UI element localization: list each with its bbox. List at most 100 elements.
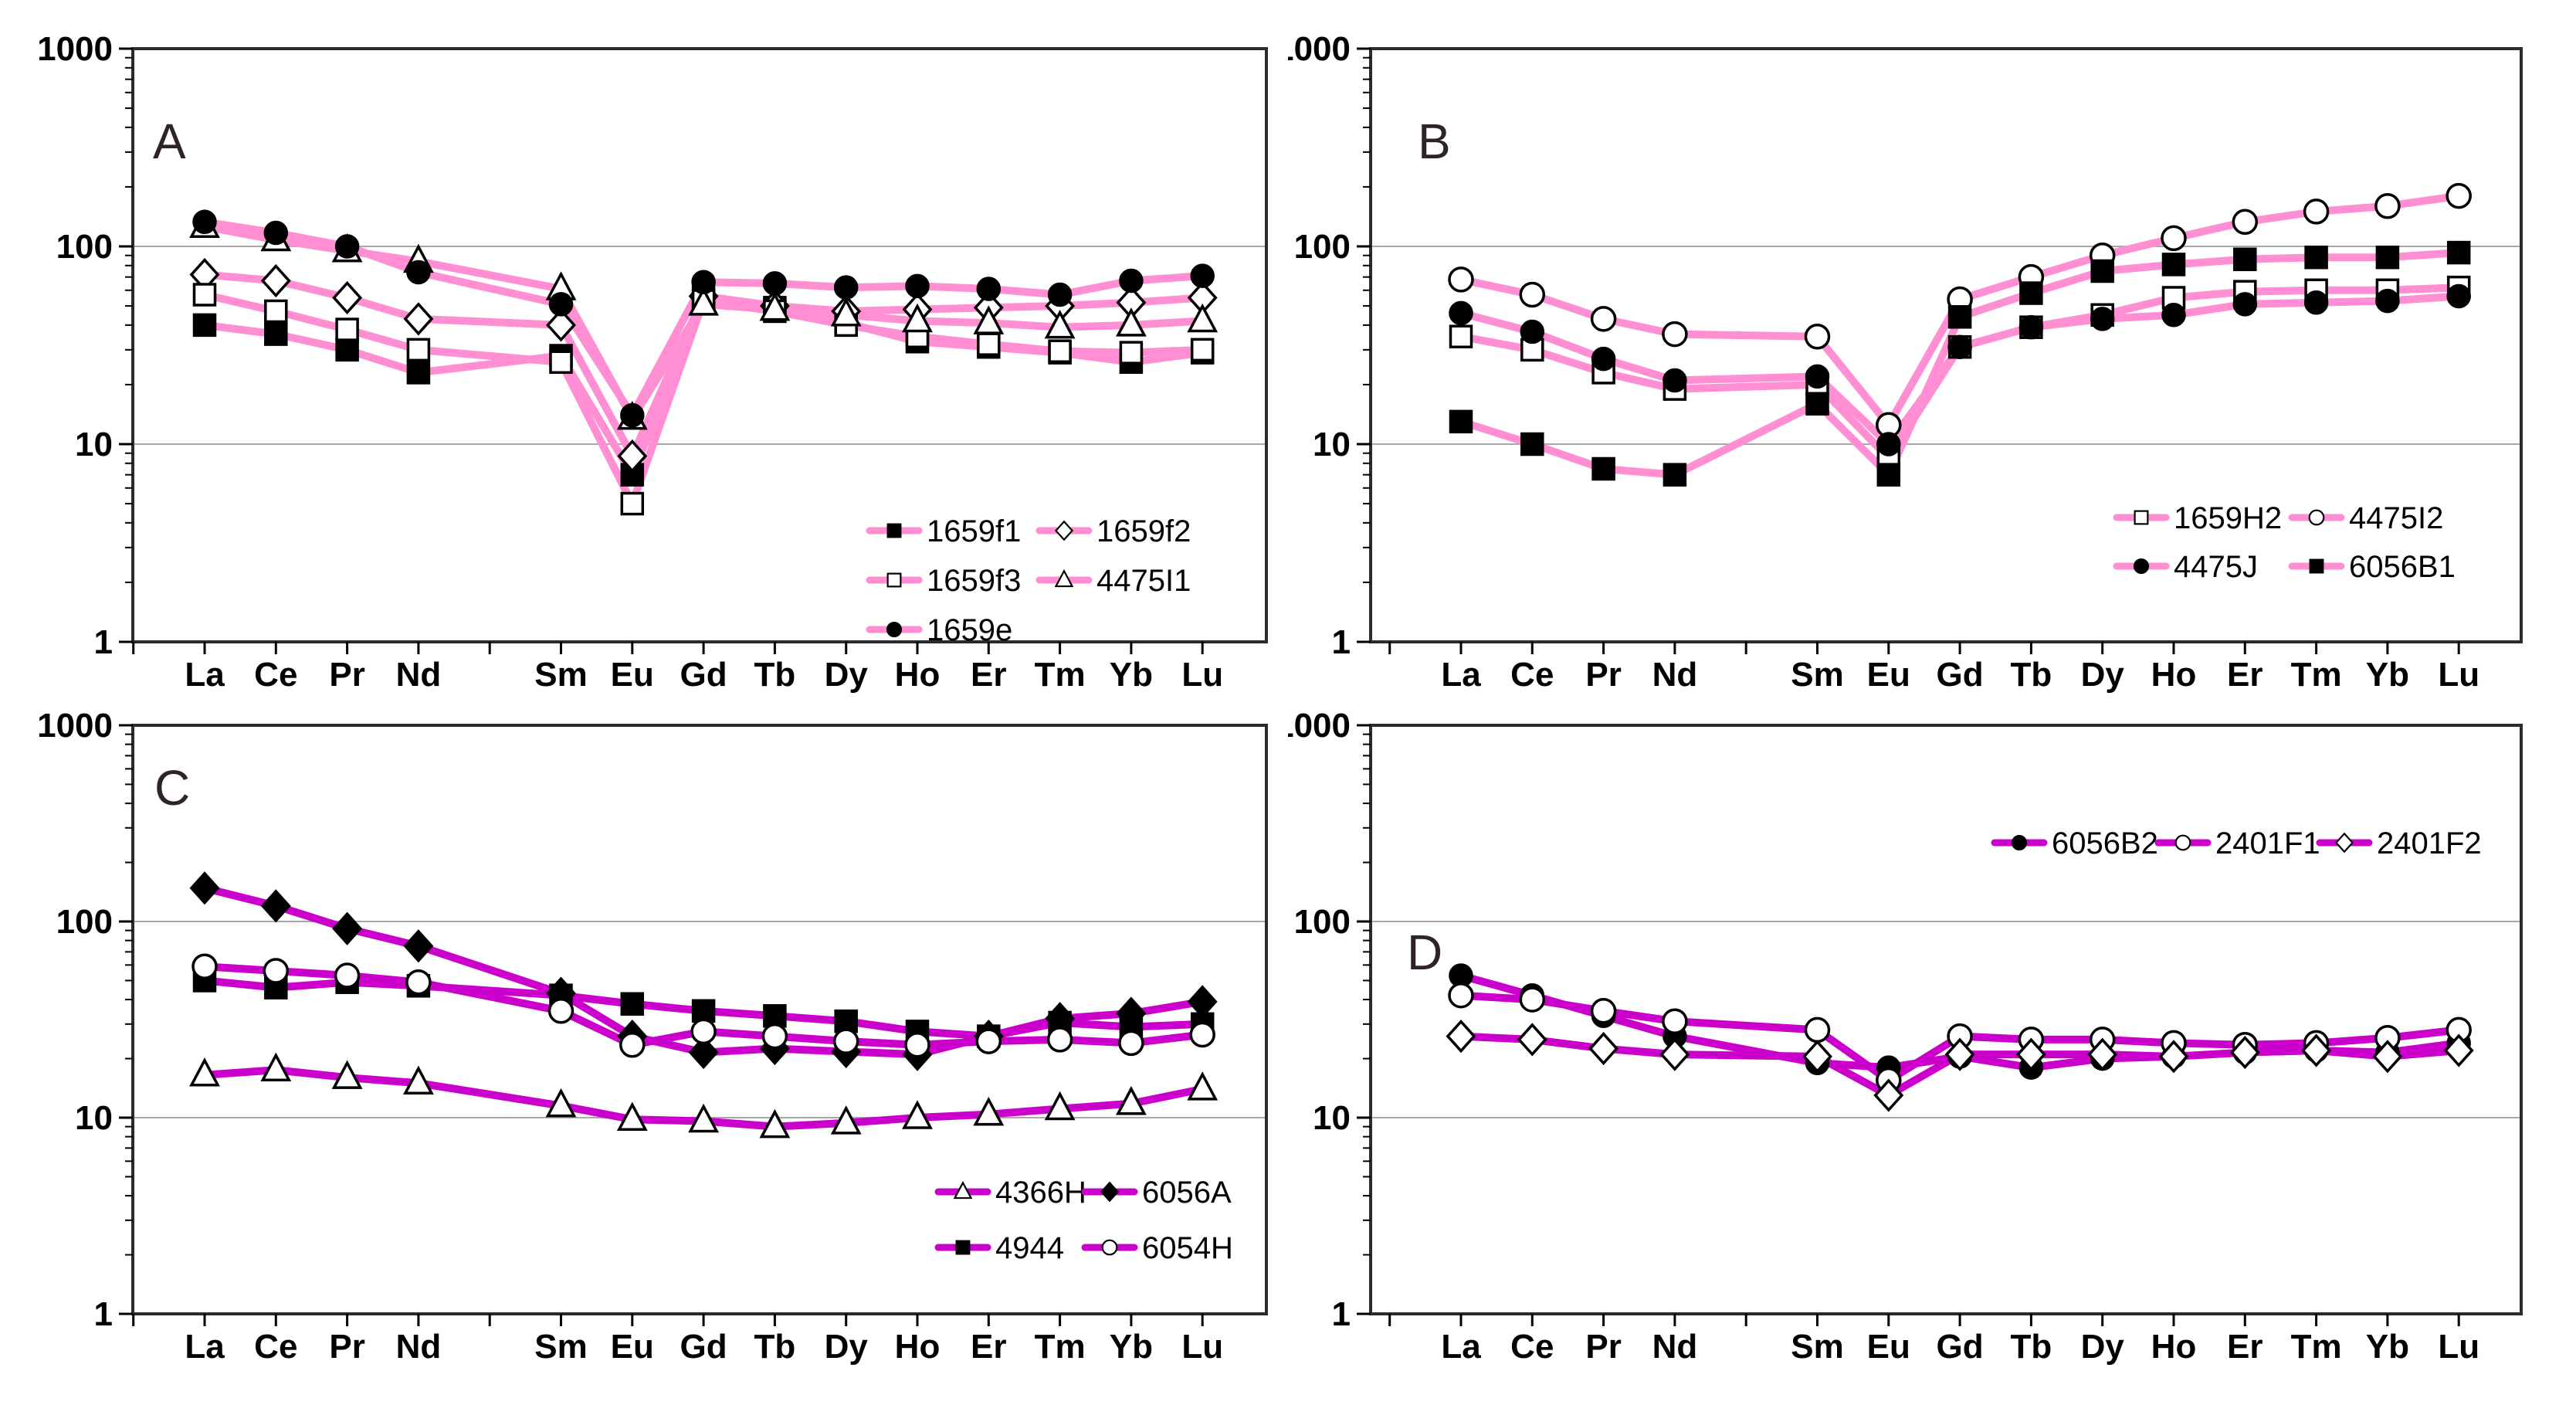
marker-filled-circle <box>1663 368 1687 393</box>
legend-label: 1659f3 <box>927 564 1021 598</box>
marker-open-square <box>335 317 359 341</box>
x-category-label: Ce <box>1510 1328 1554 1366</box>
marker-open-circle <box>690 1018 717 1045</box>
marker-open-circle <box>832 1028 859 1054</box>
legend-item-4366H: 4366H <box>934 1176 1086 1210</box>
x-category-label: Sm <box>1791 1328 1843 1366</box>
marker-filled-diamond <box>332 911 363 945</box>
series-markers-4366H <box>189 1052 1219 1139</box>
legend-item-1659e: 1659e <box>866 613 1012 647</box>
panel-letter: B <box>1418 114 1451 169</box>
marker-filled-circle <box>2303 290 2329 315</box>
x-category-label: Tb <box>2011 656 2052 694</box>
x-category-label: Lu <box>1181 656 1223 694</box>
panel-letter: A <box>153 114 186 169</box>
marker-filled-circle <box>905 273 930 299</box>
marker-filled-circle <box>2446 283 2471 309</box>
marker-open-triangle <box>260 1052 292 1082</box>
marker-open-circle <box>975 1028 1002 1054</box>
series-markers-6054H <box>192 953 1215 1058</box>
x-category-label: Eu <box>611 1328 654 1366</box>
legend-item-6056B2: 6056B2 <box>1991 826 2158 860</box>
x-category-label: Er <box>2227 1328 2262 1366</box>
marker-filled-circle <box>886 621 903 638</box>
marker-filled-circle <box>2232 292 2258 317</box>
marker-filled-square <box>335 338 359 362</box>
legend-item-6056B1: 6056B1 <box>2288 550 2456 584</box>
marker-filled-circle <box>1047 282 1073 307</box>
marker-filled-square <box>1947 305 1972 329</box>
x-category-label: Yb <box>2366 656 2409 694</box>
panel-d: 1 10 100 1000 La Ce Pr Nd Sm Eu Gd Tb Dy Ho Er Tm Yb Lu D 6… <box>1288 703 2576 1405</box>
legend-label: 1659f2 <box>1096 514 1191 548</box>
legend-label: 1659e <box>927 613 1012 647</box>
marker-open-circle <box>2174 834 2191 851</box>
x-category-label: Ho <box>2151 656 2197 694</box>
marker-open-circle <box>1662 321 1688 348</box>
chart-A: 1 10 100 1000 La Ce Pr Nd Sm Eu Gd Tb Dy Ho Er Tm Yb Lu A 1… <box>37 30 1268 694</box>
marker-open-diamond <box>403 302 434 336</box>
marker-filled-square <box>2375 245 2400 270</box>
marker-open-triangle <box>830 297 862 327</box>
marker-filled-circle <box>1119 268 1144 294</box>
marker-open-square <box>1119 341 1144 365</box>
x-category-label: Nd <box>1652 1328 1698 1366</box>
marker-open-square <box>264 299 288 324</box>
legend-item-1659f1: 1659f1 <box>866 514 1021 548</box>
plot-frame <box>131 724 1268 1315</box>
marker-filled-square <box>2019 281 2043 305</box>
marker-filled-circle <box>1591 346 1616 372</box>
legend-item-4475I2: 4475I2 <box>2288 501 2443 535</box>
marker-open-circle <box>334 962 361 989</box>
series-markers-4475I2 <box>1448 182 2472 438</box>
marker-filled-circle <box>1520 319 1545 344</box>
marker-filled-circle <box>2133 558 2150 575</box>
marker-filled-diamond <box>1100 1181 1120 1203</box>
legend-label: 1659H2 <box>2174 501 2282 535</box>
x-category-label: Tm <box>2291 656 2342 694</box>
marker-open-square <box>886 572 902 588</box>
chart-D: 1 10 100 1000 La Ce Pr Nd Sm Eu Gd Tb Dy Ho Er Tm Yb Lu D 6… <box>1288 707 2523 1366</box>
marker-open-diamond <box>2301 1033 2332 1067</box>
marker-open-diamond <box>1944 1037 1975 1071</box>
marker-open-circle <box>2374 192 2401 219</box>
marker-open-triangle <box>1044 1091 1076 1121</box>
x-category-label: Lu <box>2438 656 2479 694</box>
marker-open-square <box>192 283 217 307</box>
legend-label: 4944 <box>995 1231 1064 1265</box>
marker-filled-circle <box>263 220 289 246</box>
marker-filled-diamond <box>403 929 434 963</box>
marker-filled-square <box>1663 463 1687 487</box>
x-category-label: Er <box>971 656 1006 694</box>
y-tick-label: 10 <box>75 1099 113 1137</box>
marker-open-diamond <box>2334 832 2354 854</box>
y-tick-label: 1000 <box>37 707 113 745</box>
marker-open-triangle <box>1187 1071 1219 1101</box>
marker-filled-square <box>2233 247 2257 272</box>
x-category-label: Nd <box>1652 656 1698 694</box>
marker-filled-square <box>620 992 645 1016</box>
marker-open-circle <box>2308 509 2325 526</box>
marker-filled-circle <box>2090 307 2115 331</box>
marker-open-circle <box>1189 1021 1215 1048</box>
panel-letter: C <box>154 760 190 816</box>
panel-a: 1 10 100 1000 La Ce Pr Nd Sm Eu Gd Tb Dy Ho Er Tm Yb Lu A 1… <box>0 0 1288 702</box>
marker-filled-square <box>1805 392 1829 416</box>
marker-open-square <box>1449 324 1473 348</box>
x-category-label: Ce <box>1510 656 1554 694</box>
legend-label: 6056B2 <box>2052 826 2158 860</box>
x-category-label: Dy <box>825 1328 869 1366</box>
chart-C: 1 10 100 1000 La Ce Pr Nd Sm Eu Gd Tb Dy Ho Er Tm Yb Lu C 4… <box>37 707 1268 1366</box>
y-tick-label: 1000 <box>37 30 113 68</box>
x-category-label: Lu <box>1181 1328 1223 1366</box>
marker-open-triangle <box>830 1105 862 1135</box>
y-tick-label: 100 <box>1294 228 1351 266</box>
marker-open-triangle <box>545 1088 577 1118</box>
marker-open-circle <box>2232 209 2259 236</box>
marker-filled-square <box>1591 456 1615 481</box>
marker-open-circle <box>1804 1016 1831 1044</box>
x-category-label: Dy <box>2081 1328 2125 1366</box>
x-category-label: La <box>185 656 225 694</box>
marker-filled-circle <box>1190 263 1215 288</box>
marker-open-circle <box>405 969 432 996</box>
